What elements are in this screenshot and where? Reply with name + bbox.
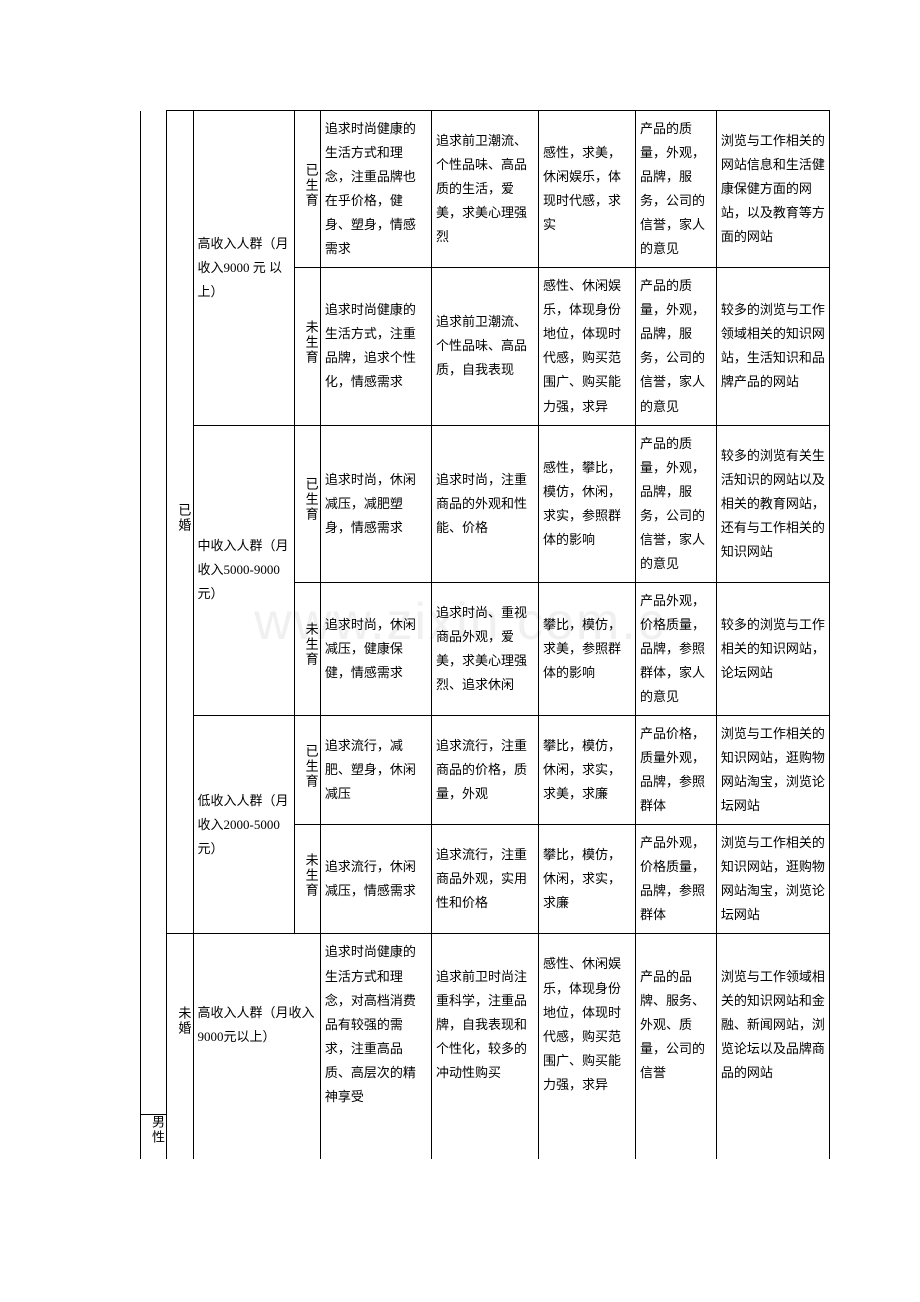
cell: 追求前卫潮流、个性品味、高品质，自我表现 — [431, 268, 538, 425]
cell-income-high-m: 高收入人群（月收入9000元以上） — [193, 934, 320, 1115]
table-row: 男性 — [141, 1115, 830, 1160]
cell: 追求时尚，休闲减压，减肥塑身，情感需求 — [320, 425, 431, 582]
cell: 产品的质量，外观，品牌，服务，公司的信誉，家人的意见 — [636, 268, 717, 425]
cell-haschild: 已生育 — [294, 716, 320, 825]
cell: 浏览与工作相关的知识网站，逛购物网站淘宝，浏览论坛网站 — [716, 825, 829, 934]
cell — [716, 1115, 829, 1160]
cell-income-low: 低收入人群（月收入2000-5000元） — [193, 716, 294, 934]
table-row: 未婚 高收入人群（月收入9000元以上） 追求时尚健康的生活方式和理念，对高档消… — [141, 934, 830, 1115]
cell: 攀比，模仿，求美，参照群体的影响 — [539, 582, 636, 715]
table-row: 低收入人群（月收入2000-5000元） 已生育 追求流行，减肥、塑身，休闲减压… — [141, 716, 830, 825]
cell: 浏览与工作相关的知识网站，逛购物网站淘宝，浏览论坛网站 — [716, 716, 829, 825]
cell: 追求时尚健康的生活方式和理念，注重品牌也在乎价格，健身、塑身，情感需求 — [320, 111, 431, 268]
cell: 较多的浏览与工作领域相关的知识网站，生活知识和品牌产品的网站 — [716, 268, 829, 425]
cell: 较多的浏览与工作相关的知识网站，论坛网站 — [716, 582, 829, 715]
cell: 产品的质量，外观，品牌，服务，公司的信誉，家人的意见 — [636, 425, 717, 582]
cell: 感性，求美，休闲娱乐，体现时代感，求实 — [539, 111, 636, 268]
cell — [193, 1115, 320, 1160]
cell-nochild: 未生育 — [294, 582, 320, 715]
cell: 追求时尚健康的生活方式，注重品牌，追求个性化，情感需求 — [320, 268, 431, 425]
cell: 感性，攀比，模仿，休闲，求实，参照群体的影响 — [539, 425, 636, 582]
cell-income-mid: 中收入人群（月收入5000-9000元） — [193, 425, 294, 716]
cell — [539, 1115, 636, 1160]
cell: 产品外观，价格质量，品牌，参照群体，家人的意见 — [636, 582, 717, 715]
cell: 追求前卫时尚注重科学，注重品牌，自我表现和个性化，较多的冲动性购买 — [431, 934, 538, 1115]
cell — [431, 1115, 538, 1160]
cell-income-high: 高收入人群（月收入9000 元 以上） — [193, 111, 294, 426]
table-row: 中收入人群（月收入5000-9000元） 已生育 追求时尚，休闲减压，减肥塑身，… — [141, 425, 830, 582]
cell: 追求时尚，休闲减压，健康保健，情感需求 — [320, 582, 431, 715]
demographic-table: 已婚 高收入人群（月收入9000 元 以上） 已生育 追求时尚健康的生活方式和理… — [140, 110, 830, 1159]
cell: 浏览与工作领域相关的知识网站和金融、新闻网站，浏览论坛以及品牌商品的网站 — [716, 934, 829, 1115]
cell: 产品的品牌、服务、外观、质量，公司的信誉 — [636, 934, 717, 1115]
cell-gender — [141, 111, 167, 1115]
cell — [320, 1115, 431, 1160]
cell: 攀比，模仿，休闲，求实，求美，求廉 — [539, 716, 636, 825]
cell — [167, 1115, 193, 1160]
cell: 追求流行，休闲减压，情感需求 — [320, 825, 431, 934]
cell: 攀比，模仿，休闲，求实，求廉 — [539, 825, 636, 934]
cell: 较多的浏览有关生活知识的网站以及相关的教育网站，还有与工作相关的知识网站 — [716, 425, 829, 582]
cell: 追求流行，注重商品的价格，质量，外观 — [431, 716, 538, 825]
cell: 产品外观，价格质量，品牌，参照群体 — [636, 825, 717, 934]
cell: 产品价格，质量外观，品牌，参照群体 — [636, 716, 717, 825]
cell: 追求时尚、重视商品外观，爱美，求美心理强烈、追求休闲 — [431, 582, 538, 715]
cell: 感性、休闲娱乐，体现身份地位，体现时代感，购买范围广、购买能力强，求异 — [539, 934, 636, 1115]
cell-marital-married: 已婚 — [167, 111, 193, 934]
cell: 产品的质量，外观，品牌，服务，公司的信誉，家人的意见 — [636, 111, 717, 268]
cell: 追求时尚，注重商品的外观和性能、价格 — [431, 425, 538, 582]
cell-haschild: 已生育 — [294, 111, 320, 268]
cell: 感性、休闲娱乐，体现身份地位，体现时代感，购买范围广、购买能力强，求异 — [539, 268, 636, 425]
cell: 追求前卫潮流、个性品味、高品质的生活，爱美，求美心理强烈 — [431, 111, 538, 268]
cell-nochild: 未生育 — [294, 825, 320, 934]
cell-nochild: 未生育 — [294, 268, 320, 425]
table-row: 已婚 高收入人群（月收入9000 元 以上） 已生育 追求时尚健康的生活方式和理… — [141, 111, 830, 268]
cell — [636, 1115, 717, 1160]
cell-marital-unmarried: 未婚 — [167, 934, 193, 1115]
cell-haschild: 已生育 — [294, 425, 320, 582]
cell-gender-male: 男性 — [141, 1115, 167, 1160]
cell: 追求流行，注重商品外观，实用性和价格 — [431, 825, 538, 934]
cell: 浏览与工作相关的网站信息和生活健康保健方面的网站，以及教育等方面的网站 — [716, 111, 829, 268]
cell: 追求时尚健康的生活方式和理念，对高档消费品有较强的需求，注重高品质、高层次的精神… — [320, 934, 431, 1115]
cell: 追求流行，减肥、塑身，休闲减压 — [320, 716, 431, 825]
